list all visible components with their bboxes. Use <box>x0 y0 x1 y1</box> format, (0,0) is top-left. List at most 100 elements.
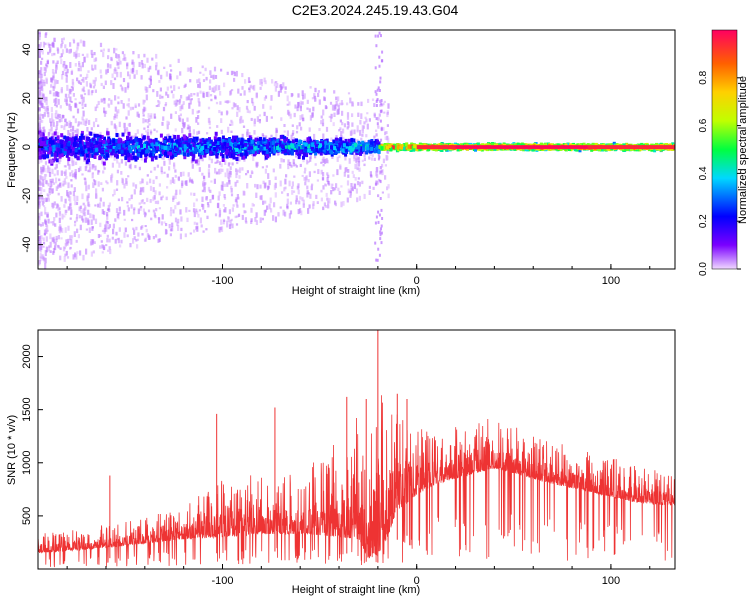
spectrogram-cell <box>326 197 329 201</box>
spectrogram-cell <box>267 185 270 189</box>
spectrogram-cell <box>140 60 144 65</box>
spectrogram-cell <box>126 204 129 208</box>
spectrogram-cell <box>236 111 239 117</box>
spectrogram-cell <box>103 136 106 141</box>
spectrogram-cell <box>46 213 49 218</box>
spectrogram-cell <box>211 87 214 93</box>
spectrogram-cell <box>106 208 110 212</box>
spectrogram-cell <box>60 237 63 240</box>
spectrogram-cell <box>166 86 169 91</box>
spectrogram-cell <box>67 130 70 136</box>
spectrogram-cell <box>106 68 109 73</box>
spectrogram-cell <box>259 217 262 223</box>
spectrogram-cell <box>300 210 303 216</box>
spectrogram-cell <box>51 132 54 138</box>
spectrogram-cell <box>286 138 290 143</box>
spectrogram-cell <box>317 92 320 98</box>
spectrogram-cell <box>294 163 297 167</box>
spectrogram-cell <box>139 190 142 196</box>
spectrogram-cell <box>159 141 163 146</box>
spectrogram-cell <box>80 94 83 98</box>
spectrogram-cell <box>40 211 43 217</box>
spectrogram-cell <box>182 171 185 177</box>
spectrogram-cell <box>214 161 217 164</box>
spectrogram-cell <box>297 102 300 108</box>
spectrogram-cell <box>82 152 86 157</box>
spectrogram-cell <box>173 153 177 157</box>
spectrogram-cell <box>59 56 62 59</box>
spectrogram-cell <box>247 77 251 84</box>
spectrogram-cell <box>285 142 289 147</box>
spectrogram-cell <box>112 228 115 235</box>
spectrogram-cell <box>203 183 206 187</box>
spectrogram-cell <box>144 119 147 123</box>
spectrogram-cell <box>209 94 213 97</box>
spectrogram-cell <box>127 123 130 127</box>
spectrogram-cell <box>87 89 90 96</box>
spectrogram-cell <box>152 89 155 93</box>
spectrogram-cell <box>59 226 62 232</box>
spectrogram-cell <box>115 69 118 75</box>
spectrogram-cell <box>79 39 82 44</box>
spectrogram-cell <box>116 213 119 219</box>
spectrogram-cell <box>218 169 221 175</box>
spectrogram-cell <box>268 137 272 142</box>
spectrogram-cell <box>73 231 76 237</box>
spectrogram-cell <box>51 113 54 120</box>
spectrogram-cell <box>316 201 319 205</box>
spectrogram-cell <box>300 126 303 131</box>
spectrogram-cell <box>108 224 111 228</box>
spectrogram-cell <box>65 250 68 256</box>
spectrogram-cell <box>361 125 364 132</box>
spectrogram-cell <box>130 68 133 74</box>
spectrogram-cell <box>188 67 191 72</box>
spectrogram-cell <box>366 123 369 130</box>
spectrogram-cell <box>265 115 268 122</box>
spectrogram-cell <box>62 63 65 68</box>
spectrogram-cell <box>44 212 47 215</box>
spectrogram-cell <box>88 119 91 125</box>
spectrogram-cell <box>348 158 351 164</box>
spectrogram-cell <box>205 138 209 143</box>
spectrogram-cell <box>286 103 289 106</box>
spectrogram-cell <box>129 106 132 111</box>
spectrogram-cell <box>50 78 53 82</box>
spectrogram-cell <box>230 130 233 133</box>
spectrogram-cell <box>121 51 124 55</box>
spectrogram-cell <box>170 207 173 211</box>
spectrogram-cell <box>63 135 67 140</box>
spectrogram-cell <box>255 149 259 154</box>
spectrogram-cell <box>63 61 66 66</box>
spectrogram-cell <box>185 136 189 141</box>
spectrogram-cell <box>372 186 375 190</box>
spectrogram-cell <box>379 104 382 107</box>
spectrogram-cell <box>330 113 333 119</box>
spectrogram-cell <box>231 148 235 153</box>
spectrogram-cell <box>87 193 90 199</box>
spectrogram-cell <box>256 116 259 122</box>
spectrogram-cell <box>150 217 153 221</box>
spectrogram-cell <box>154 190 157 195</box>
spectrogram-cell <box>311 183 314 186</box>
spectrogram-cell <box>335 149 339 154</box>
spectrogram-cell <box>46 108 49 114</box>
spectrogram-cell <box>284 178 287 185</box>
spectrogram-cell <box>88 166 92 173</box>
spectrogram-cell <box>214 167 217 174</box>
spectrogram-cell <box>252 139 256 144</box>
spectrogram-cell <box>220 219 223 225</box>
spectrogram-cell <box>299 196 302 200</box>
spectrogram-cell <box>198 167 201 172</box>
spectrogram-cell <box>56 184 60 189</box>
spectrogram-cell <box>292 137 295 141</box>
spectrogram-cell <box>38 48 41 53</box>
spectrogram-cell <box>382 127 385 131</box>
spectrogram-cell <box>381 217 384 220</box>
spectrogram-cell <box>221 158 225 162</box>
spectrogram-cell <box>213 136 217 141</box>
spectrogram-cell <box>75 202 79 206</box>
spectrogram-cell <box>54 113 57 118</box>
spectrogram-cell <box>76 108 80 114</box>
spectrogram-cell <box>215 84 218 91</box>
